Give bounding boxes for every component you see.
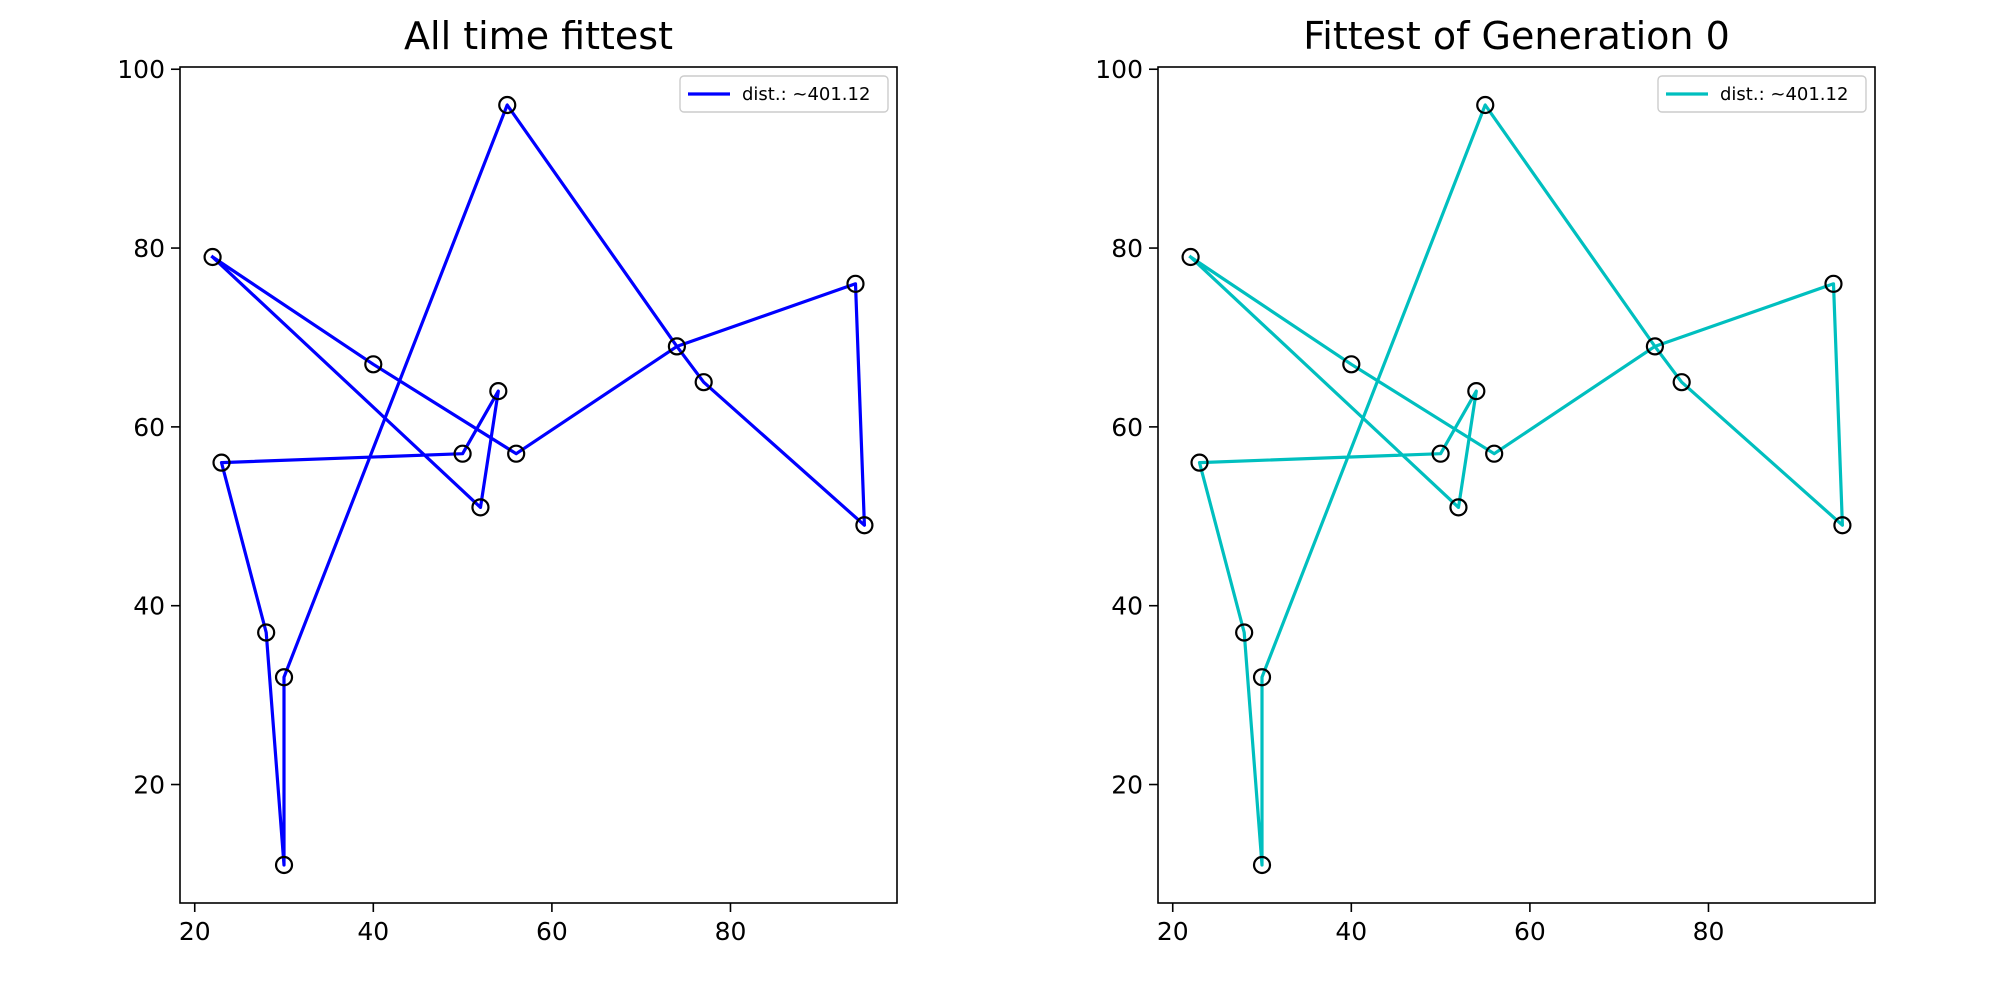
data-point (855, 516, 874, 535)
data-point (1476, 95, 1495, 115)
x-tick-label: 20 (179, 917, 211, 946)
data-point (1833, 516, 1852, 535)
series-line (210, 103, 867, 867)
data-point (453, 444, 472, 463)
series-line (1188, 103, 1845, 867)
data-point (1449, 498, 1468, 517)
x-tick-label: 60 (536, 917, 568, 946)
y-tick-label: 100 (117, 55, 165, 84)
legend: dist.: ~401.12 (1657, 75, 1867, 113)
x-tick-label: 60 (1514, 917, 1546, 946)
y-tick-label: 20 (1111, 771, 1143, 800)
data-point (1672, 373, 1691, 392)
x-tick-label: 80 (1693, 917, 1725, 946)
data-point (1235, 623, 1254, 642)
y-tick-label: 60 (133, 413, 165, 442)
data-point (203, 247, 222, 267)
y-tick-label: 60 (1111, 413, 1143, 442)
data-point (1190, 453, 1209, 472)
data-point (1181, 247, 1200, 267)
data-point (471, 498, 490, 517)
plot-frame (1157, 66, 1876, 904)
legend: dist.: ~401.12 (679, 75, 889, 113)
y-tick-label: 80 (1111, 234, 1143, 263)
data-point (489, 382, 508, 401)
data-point (498, 95, 517, 115)
data-point (1467, 382, 1486, 401)
data-point (1645, 337, 1664, 356)
chart-title: Fittest of Generation 0 (1303, 14, 1730, 58)
y-tick-label: 40 (1111, 592, 1143, 621)
data-point (274, 855, 294, 875)
data-point (257, 623, 276, 642)
data-point (846, 274, 865, 293)
x-tick-label: 40 (1335, 917, 1367, 946)
data-point (1485, 444, 1504, 463)
y-tick-label: 40 (133, 592, 165, 621)
y-tick-label: 80 (133, 234, 165, 263)
data-point (1342, 355, 1361, 374)
data-point (667, 337, 686, 356)
chart-2: Fittest of Generation 0 20 40 60 80 20 40 60 80 1… (1095, 14, 1876, 946)
data-point (507, 444, 526, 463)
x-tick-label: 20 (1157, 917, 1189, 946)
data-point (1431, 444, 1450, 463)
legend-label: dist.: ~401.12 (1720, 84, 1848, 105)
x-tick-label: 80 (715, 917, 747, 946)
x-tick-label: 40 (357, 917, 389, 946)
chart-title: All time fittest (404, 14, 673, 58)
data-point (1252, 668, 1272, 687)
data-point (694, 373, 713, 392)
data-point (364, 355, 383, 374)
legend-box (679, 75, 889, 113)
legend-box (1657, 75, 1867, 113)
data-point (274, 668, 294, 687)
chart-1: All time fittest 20 40 60 80 20 40 60 80 100 dist.… (117, 14, 898, 946)
plot-frame (179, 66, 898, 904)
y-tick-label: 100 (1095, 55, 1143, 84)
data-point (1824, 274, 1843, 293)
legend-label: dist.: ~401.12 (742, 84, 870, 105)
data-point (1252, 855, 1272, 875)
data-point (212, 453, 231, 472)
y-tick-label: 20 (133, 771, 165, 800)
